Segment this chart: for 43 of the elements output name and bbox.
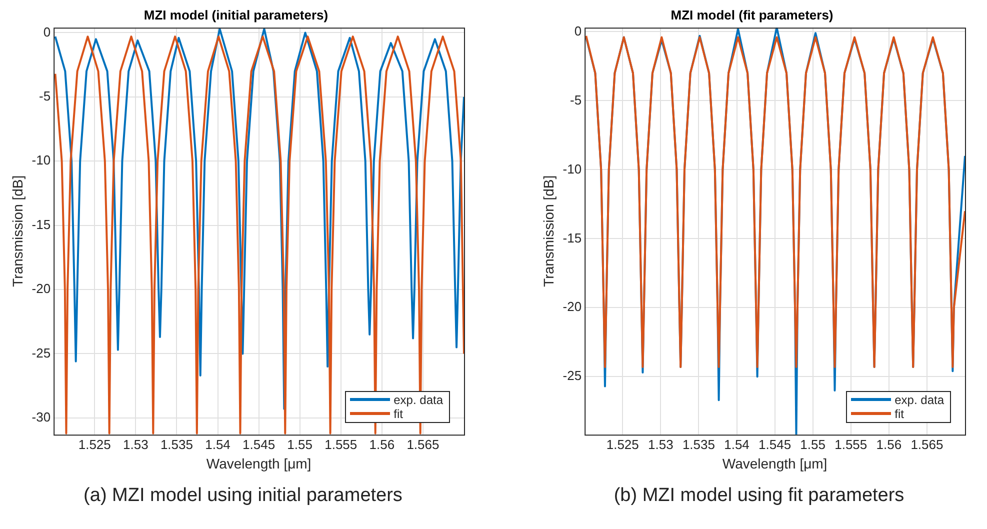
- y-tick-label: -25: [32, 345, 51, 360]
- y-tick-label: -20: [562, 299, 582, 314]
- x-tick-label: 1.56: [876, 436, 902, 452]
- x-axis-title: Wavelength [μm]: [206, 455, 312, 472]
- x-tick-label: 1.565: [910, 436, 944, 452]
- text: (a) MZI model using initial parameters: [84, 485, 402, 507]
- y-tick-label: -25: [562, 368, 582, 384]
- y-tick-label: -15: [562, 230, 582, 246]
- x-tick-label: 1.565: [406, 436, 440, 452]
- legend-label: exp. data: [894, 392, 944, 407]
- y-tick-label: 0: [574, 23, 582, 38]
- y-axis-title: Transmission [dB]: [9, 175, 26, 287]
- y-tick-label: -5: [570, 92, 582, 108]
- y-tick-label: -10: [562, 161, 582, 176]
- y-tick-label: 0: [43, 24, 51, 40]
- x-tick-label: 1.55: [800, 436, 826, 452]
- x-tick-label: 1.53: [648, 436, 674, 452]
- y-axis-title: Transmission [dB]: [540, 175, 556, 287]
- x-tick-label: 1.545: [758, 436, 792, 452]
- y-tick-label: -10: [32, 152, 51, 168]
- x-tick-label: 1.555: [834, 436, 868, 452]
- x-tick-label: 1.535: [160, 436, 193, 452]
- x-tick-label: 1.54: [205, 436, 230, 452]
- legend-label: exp. data: [394, 392, 443, 407]
- chart-title: MZI model (fit parameters): [670, 7, 834, 22]
- y-tick-label: -30: [32, 409, 51, 424]
- x-tick-label: 1.545: [242, 436, 276, 452]
- y-tick-label: -5: [39, 88, 51, 104]
- x-tick-label: 1.555: [324, 436, 358, 452]
- y-tick-label: -20: [32, 281, 51, 296]
- x-tick-label: 1.53: [123, 436, 148, 452]
- legend-label: fit: [894, 406, 904, 421]
- x-tick-label: 1.525: [78, 436, 111, 452]
- chart-title: MZI model (initial parameters): [144, 7, 328, 22]
- x-tick-label: 1.535: [682, 436, 715, 452]
- x-tick-label: 1.525: [606, 436, 639, 452]
- x-tick-label: 1.54: [724, 436, 750, 452]
- legend-label: fit: [394, 406, 403, 421]
- x-tick-label: 1.56: [369, 436, 395, 452]
- y-tick-label: -15: [32, 216, 51, 232]
- x-axis-title: Wavelength [μm]: [722, 455, 828, 472]
- x-tick-label: 1.55: [287, 436, 312, 452]
- text: (b) MZI model using fit parameters: [614, 485, 904, 507]
